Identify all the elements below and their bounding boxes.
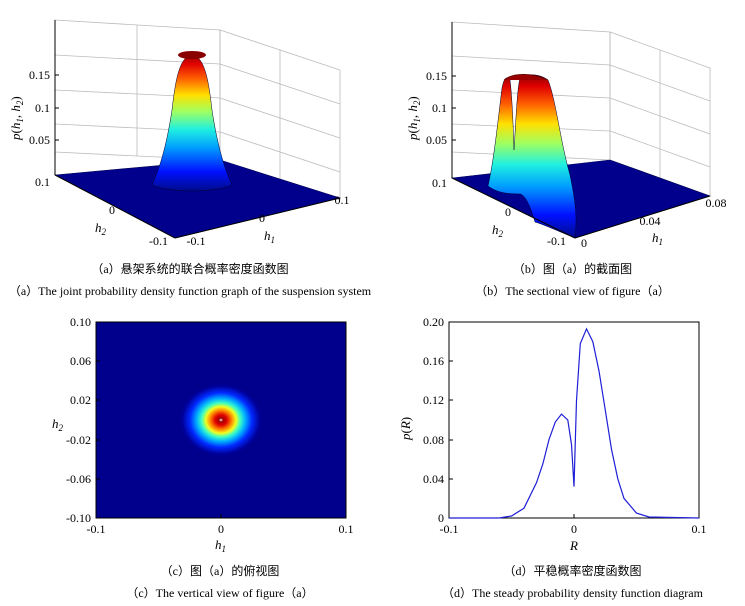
panel-b-z-tick-0.1: 0.1 (432, 101, 447, 115)
panel-b-x-tick-0.04: 0.04 (640, 214, 661, 228)
panel-a-tick-marks (55, 74, 59, 141)
panel-d-y-axis-label: p(R) (398, 417, 413, 441)
panel-b: 0.15 0.1 0.05 0.1 0 -0.1 0 0.04 0.08 p(h… (405, 21, 727, 250)
panel-c-y-tick-0.02: 0.02 (70, 393, 91, 407)
panel-c-caption-zh: （c）图（a）的俯视图 (160, 564, 280, 578)
panel-b-grid-z15-left (451, 55, 611, 66)
panel-b-x-tick-0.08: 0.08 (706, 196, 727, 210)
panel-a-z-tick-0.15: 0.15 (29, 68, 50, 82)
panel-b-y-tick-neg0.1: -0.1 (547, 234, 566, 248)
panel-b-z-tick-0.05: 0.05 (426, 133, 447, 147)
panel-a-back-wall-right (219, 29, 341, 201)
panel-a-axes-edges (54, 20, 341, 239)
panel-a-caption-zh: （a）悬架系统的联合概率密度函数图 (91, 262, 289, 276)
panel-d-x-axis-label: R (569, 538, 578, 553)
panel-a-x-tick-0.1: 0.1 (335, 193, 350, 207)
panel-b-axes-edges (451, 22, 711, 239)
panel-d-y-tick-0.12: 0.12 (423, 393, 444, 407)
panel-b-caption-en: （b）The sectional view of figure（a） (475, 284, 670, 298)
panel-b-x-axis-line (574, 195, 711, 239)
panel-c-density-blob (179, 383, 263, 457)
panel-d-y-tick-0.16: 0.16 (423, 354, 444, 368)
panel-c-y-tick-neg0.02: -0.02 (66, 433, 91, 447)
panel-a-caption-en: （a）The joint probability density functio… (8, 284, 372, 298)
panel-b-y-axis-line (451, 177, 576, 239)
panel-c-y-tick-0.06: 0.06 (70, 354, 91, 368)
panel-a-surface-peak (151, 53, 233, 192)
panel-b-z-axis-label: p(h1, h2) (405, 96, 422, 141)
panel-a-x-tick-neg0.1: -0.1 (187, 234, 206, 248)
panel-d-y-tick-0: 0 (438, 511, 444, 525)
panel-d-frame (448, 321, 700, 519)
panel-d-x-tick-neg0.1: -0.1 (440, 522, 459, 536)
panel-a-z-tick-0.1: 0.1 (35, 101, 50, 115)
panel-b-tick-marks (452, 75, 456, 141)
panel-c-x-axis-label: h1 (215, 537, 226, 554)
panel-d-y-tick-0.04: 0.04 (423, 472, 444, 486)
panel-d-y-tick-0.20: 0.20 (423, 315, 444, 329)
panel-a-x-tick-0: 0 (259, 211, 265, 225)
panel-c-caption-en: （c）The vertical view of figure（a） (126, 586, 314, 600)
panel-c-x-tick-neg0.1: -0.1 (87, 522, 106, 536)
panel-c: 0.10 0.06 0.02 -0.02 -0.06 -0.10 -0.1 0 … (52, 315, 354, 554)
panel-a-x-axis-label: h1 (264, 228, 275, 245)
panel-d-tick-marks (449, 360, 575, 518)
panel-a-x-axis-line (174, 197, 341, 239)
panel-c-x-tick-0.1: 0.1 (339, 522, 354, 536)
panel-b-y-tick-0.1: 0.1 (432, 176, 447, 190)
panel-d-caption-zh: （d）平稳概率密度函数图 (503, 564, 642, 578)
panel-a-surface-peak-top (178, 51, 206, 59)
panel-b-y-tick-0: 0 (505, 205, 511, 219)
panel-a-y-tick-0.1: 0.1 (35, 175, 50, 189)
panel-d-x-tick-0.1: 0.1 (692, 522, 707, 536)
panel-a-z-axis-label: p(h1, h2) (8, 96, 25, 141)
panel-b-z-tick-0.15: 0.15 (426, 69, 447, 83)
panel-c-y-axis-label: h2 (52, 416, 64, 433)
panel-d-x-tick-0: 0 (571, 522, 577, 536)
panel-b-x-axis-label: h1 (652, 230, 663, 247)
panel-a-y-tick-neg0.1: -0.1 (149, 234, 168, 248)
panel-c-x-tick-0: 0 (218, 522, 224, 536)
panel-a: 0.15 0.1 0.05 0.1 0 -0.1 -0.1 0 0.1 p(h1… (8, 19, 350, 248)
panel-a-y-axis-label: h2 (95, 220, 107, 237)
panel-c-y-tick-0.10: 0.10 (70, 315, 91, 329)
panel-c-y-tick-neg0.06: -0.06 (66, 472, 91, 486)
panel-b-surface-top-ridge (503, 73, 549, 81)
panel-b-y-axis-label: h2 (492, 222, 504, 239)
panel-d-series-line (449, 327, 700, 519)
panel-c-y-tick-neg0.10: -0.10 (66, 511, 91, 525)
panel-a-y-axis-line (54, 174, 176, 239)
panel-d-caption-en: （d）The steady probability density functi… (442, 586, 703, 600)
panel-d: 0 0.04 0.08 0.12 0.16 0.20 -0.1 0 0.1 p(… (398, 315, 707, 553)
panel-b-x-tick-0: 0 (581, 236, 587, 250)
panel-a-z-tick-0.05: 0.05 (29, 133, 50, 147)
panel-d-y-tick-0.08: 0.08 (423, 433, 444, 447)
panel-c-tick-marks (96, 360, 222, 518)
panel-b-caption-zh: （b）图（a）的截面图 (512, 262, 633, 276)
panel-a-y-tick-0: 0 (109, 203, 115, 217)
